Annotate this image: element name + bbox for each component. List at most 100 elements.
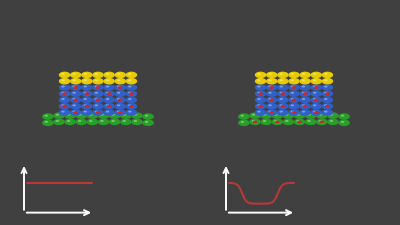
Circle shape — [70, 97, 82, 103]
Circle shape — [249, 112, 261, 119]
Circle shape — [92, 103, 104, 110]
Circle shape — [72, 79, 76, 81]
Circle shape — [59, 72, 70, 78]
Circle shape — [249, 119, 261, 125]
Circle shape — [81, 109, 93, 116]
Circle shape — [95, 104, 98, 106]
Circle shape — [310, 84, 322, 91]
Circle shape — [95, 111, 98, 112]
Circle shape — [106, 98, 109, 100]
Circle shape — [299, 109, 311, 116]
Circle shape — [291, 79, 294, 81]
Circle shape — [117, 98, 120, 100]
Circle shape — [269, 99, 274, 101]
Circle shape — [61, 92, 65, 94]
Circle shape — [302, 98, 305, 100]
Circle shape — [255, 72, 266, 78]
Circle shape — [107, 105, 112, 108]
Circle shape — [70, 84, 82, 91]
Circle shape — [310, 72, 322, 78]
Circle shape — [70, 103, 82, 110]
Circle shape — [322, 72, 333, 78]
Circle shape — [128, 73, 132, 75]
Circle shape — [292, 99, 296, 101]
Circle shape — [81, 72, 93, 78]
Circle shape — [288, 72, 300, 78]
Circle shape — [299, 78, 311, 84]
Circle shape — [89, 120, 92, 122]
Circle shape — [111, 114, 115, 116]
Circle shape — [92, 109, 104, 116]
Circle shape — [87, 112, 98, 119]
Circle shape — [114, 97, 126, 103]
Circle shape — [257, 79, 261, 81]
Circle shape — [255, 103, 266, 110]
Circle shape — [310, 109, 322, 116]
Circle shape — [272, 119, 283, 125]
Circle shape — [72, 92, 76, 94]
Circle shape — [320, 121, 324, 123]
Circle shape — [117, 73, 120, 75]
Circle shape — [84, 86, 87, 88]
Circle shape — [98, 119, 109, 125]
Circle shape — [253, 121, 257, 123]
Circle shape — [118, 111, 123, 114]
Circle shape — [322, 84, 333, 91]
Circle shape — [96, 111, 100, 114]
Circle shape — [302, 79, 305, 81]
Circle shape — [84, 79, 87, 81]
Circle shape — [322, 97, 333, 103]
Circle shape — [277, 97, 289, 103]
Circle shape — [268, 73, 272, 75]
Circle shape — [324, 111, 328, 112]
Circle shape — [341, 115, 344, 117]
Circle shape — [266, 103, 278, 110]
Circle shape — [280, 86, 283, 88]
Circle shape — [313, 73, 316, 75]
Circle shape — [325, 92, 330, 95]
Circle shape — [252, 114, 255, 116]
Circle shape — [100, 114, 104, 116]
Circle shape — [302, 86, 305, 88]
Circle shape — [95, 73, 98, 75]
Circle shape — [338, 119, 350, 126]
Circle shape — [64, 119, 76, 125]
Circle shape — [128, 92, 132, 94]
Circle shape — [283, 119, 294, 125]
Circle shape — [341, 121, 344, 123]
Circle shape — [266, 97, 278, 103]
Circle shape — [92, 97, 104, 103]
Circle shape — [288, 97, 300, 103]
Circle shape — [338, 113, 350, 120]
Circle shape — [84, 92, 89, 95]
Circle shape — [114, 78, 126, 84]
Circle shape — [238, 119, 250, 126]
Circle shape — [269, 86, 274, 89]
Circle shape — [117, 92, 120, 94]
Circle shape — [291, 92, 294, 94]
Circle shape — [84, 98, 87, 100]
Circle shape — [61, 79, 65, 81]
Circle shape — [61, 73, 65, 75]
Circle shape — [288, 84, 300, 91]
Circle shape — [59, 109, 70, 116]
Circle shape — [92, 78, 104, 84]
Circle shape — [269, 111, 274, 114]
Circle shape — [59, 84, 70, 91]
Circle shape — [128, 98, 132, 100]
Circle shape — [299, 97, 311, 103]
Circle shape — [73, 111, 78, 114]
Circle shape — [277, 84, 289, 91]
Circle shape — [76, 112, 87, 119]
Circle shape — [96, 86, 100, 89]
Circle shape — [59, 78, 70, 84]
Circle shape — [96, 99, 100, 101]
Circle shape — [252, 120, 255, 122]
Circle shape — [288, 109, 300, 116]
Circle shape — [294, 119, 305, 125]
Circle shape — [314, 111, 319, 114]
Circle shape — [255, 97, 266, 103]
Circle shape — [129, 105, 134, 108]
Circle shape — [285, 114, 288, 116]
Circle shape — [316, 119, 328, 125]
